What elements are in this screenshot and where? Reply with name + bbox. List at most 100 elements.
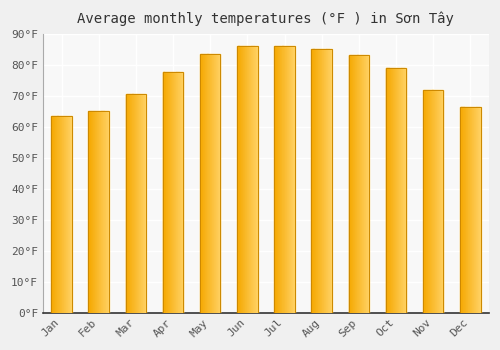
Bar [200, 54, 202, 313]
Bar [475, 106, 476, 313]
Bar [54, 116, 55, 313]
Bar [470, 106, 471, 313]
Bar [320, 49, 321, 313]
Bar [329, 49, 330, 313]
Bar [478, 106, 479, 313]
Bar [466, 106, 467, 313]
Bar [280, 46, 281, 313]
Bar [287, 46, 288, 313]
Bar [292, 46, 294, 313]
Bar [360, 55, 361, 313]
Bar [323, 49, 324, 313]
Bar [60, 116, 61, 313]
Bar [163, 72, 164, 313]
Bar [316, 49, 317, 313]
Bar [435, 90, 436, 313]
Bar [367, 55, 368, 313]
Bar [202, 54, 203, 313]
Bar [256, 46, 257, 313]
Bar [326, 49, 327, 313]
Bar [404, 68, 405, 313]
Bar [352, 55, 353, 313]
Bar [69, 116, 70, 313]
Bar [292, 46, 293, 313]
Bar [176, 72, 177, 313]
Bar [70, 116, 71, 313]
Bar [391, 68, 392, 313]
Bar [131, 94, 132, 313]
Bar [91, 111, 92, 313]
Bar [278, 46, 279, 313]
Bar [134, 94, 136, 313]
Bar [89, 111, 90, 313]
Bar [396, 68, 398, 313]
Bar [137, 94, 138, 313]
Bar [237, 46, 238, 313]
Bar [318, 49, 319, 313]
Bar [217, 54, 218, 313]
Bar [312, 49, 313, 313]
Bar [430, 90, 431, 313]
Bar [312, 49, 332, 313]
Title: Average monthly temperatures (°F ) in Sơn Tây: Average monthly temperatures (°F ) in Sơ… [78, 11, 454, 26]
Bar [331, 49, 332, 313]
Bar [476, 106, 477, 313]
Bar [216, 54, 217, 313]
Bar [104, 111, 105, 313]
Bar [65, 116, 66, 313]
Bar [285, 46, 286, 313]
Bar [423, 90, 424, 313]
Bar [175, 72, 176, 313]
Bar [462, 106, 463, 313]
Bar [314, 49, 315, 313]
Bar [253, 46, 254, 313]
Bar [101, 111, 102, 313]
Bar [425, 90, 426, 313]
Bar [424, 90, 425, 313]
Bar [442, 90, 443, 313]
Bar [348, 55, 350, 313]
Bar [394, 68, 396, 313]
Bar [138, 94, 140, 313]
Bar [94, 111, 96, 313]
Bar [477, 106, 478, 313]
Bar [52, 116, 72, 313]
Bar [402, 68, 403, 313]
Bar [142, 94, 144, 313]
Bar [98, 111, 99, 313]
Bar [132, 94, 133, 313]
Bar [423, 90, 444, 313]
Bar [242, 46, 244, 313]
Bar [52, 116, 53, 313]
Bar [365, 55, 366, 313]
Bar [274, 46, 294, 313]
Bar [211, 54, 212, 313]
Bar [388, 68, 390, 313]
Bar [471, 106, 472, 313]
Bar [366, 55, 367, 313]
Bar [468, 106, 469, 313]
Bar [387, 68, 388, 313]
Bar [467, 106, 468, 313]
Bar [288, 46, 290, 313]
Bar [279, 46, 280, 313]
Bar [171, 72, 172, 313]
Bar [57, 116, 58, 313]
Bar [436, 90, 438, 313]
Bar [356, 55, 357, 313]
Bar [248, 46, 249, 313]
Bar [170, 72, 171, 313]
Bar [219, 54, 220, 313]
Bar [96, 111, 98, 313]
Bar [434, 90, 436, 313]
Bar [400, 68, 401, 313]
Bar [126, 94, 146, 313]
Bar [59, 116, 60, 313]
Bar [460, 106, 480, 313]
Bar [67, 116, 68, 313]
Bar [358, 55, 359, 313]
Bar [463, 106, 464, 313]
Bar [90, 111, 92, 313]
Bar [251, 46, 252, 313]
Bar [173, 72, 174, 313]
